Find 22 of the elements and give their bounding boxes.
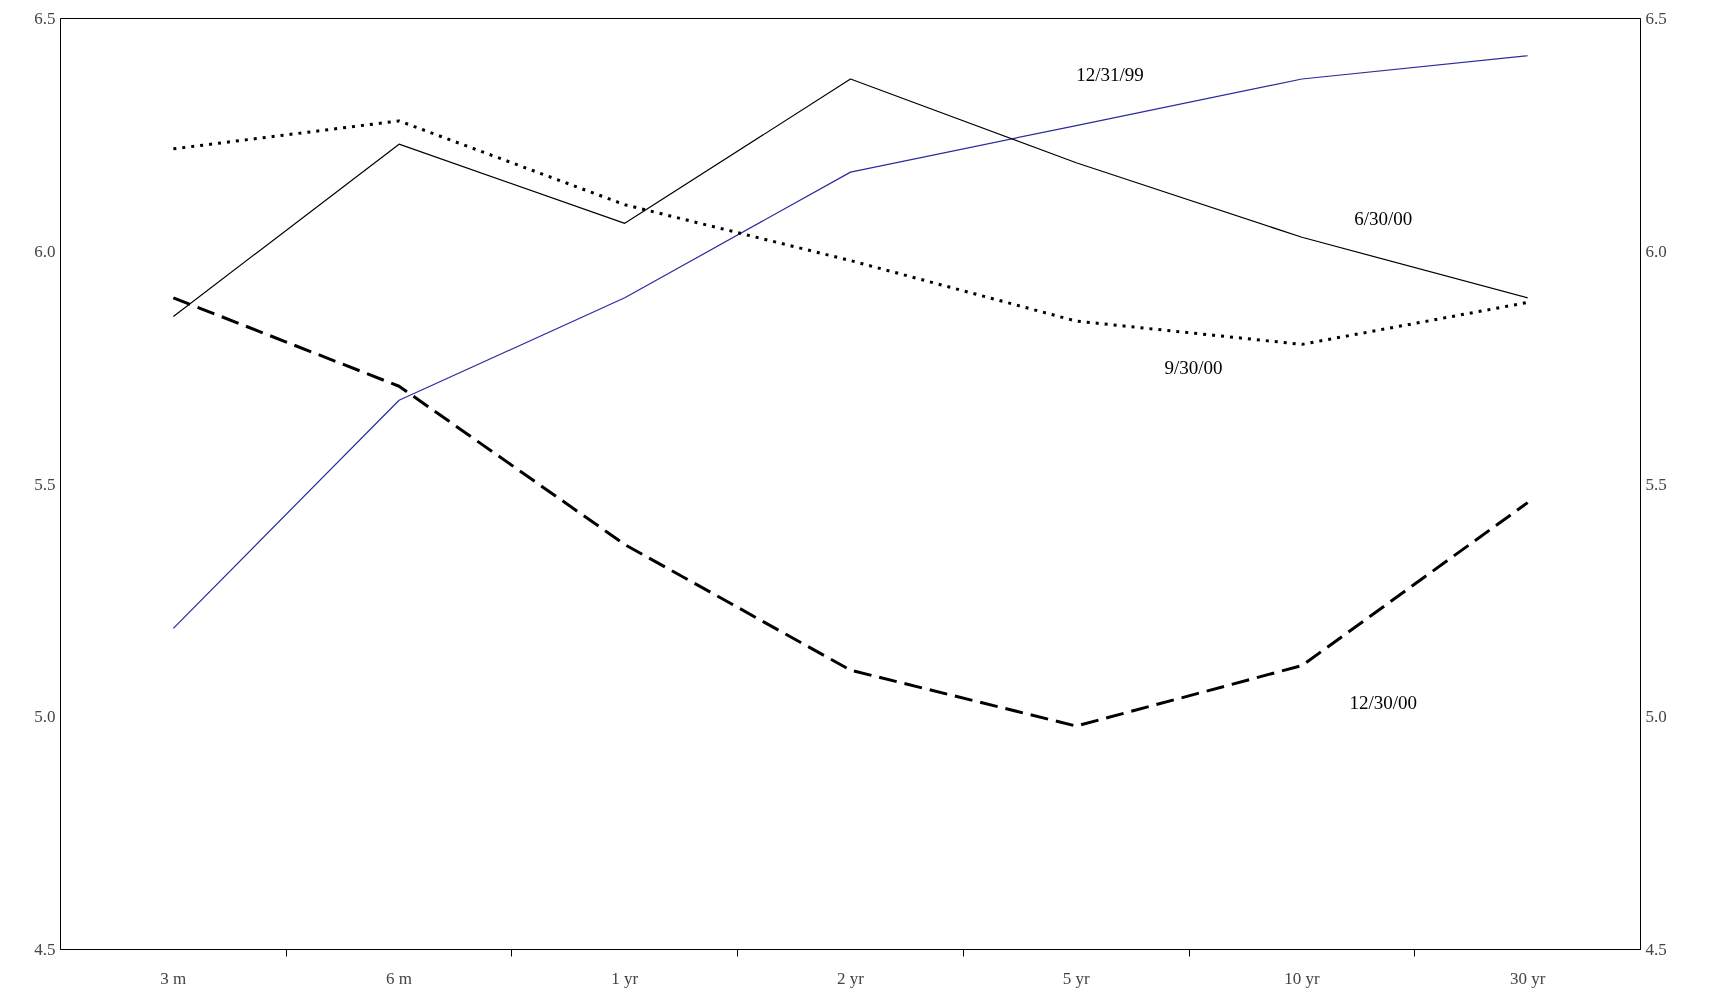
x-tick-label: 30 yr [1509, 968, 1546, 988]
x-tick-label: 3 m [160, 968, 187, 988]
x-tick-label: 6 m [386, 968, 413, 988]
y-tick-label: 5.0 [34, 707, 56, 727]
y2-tick-label: 4.5 [1645, 940, 1667, 959]
series-label: 12/31/99 [1076, 63, 1144, 85]
y-tick-label: 4.5 [34, 940, 56, 959]
series-label: 9/30/00 [1164, 357, 1223, 379]
y2-tick-label: 6.5 [1645, 9, 1667, 28]
y-tick-label: 6.0 [34, 241, 56, 261]
y-tick-label: 5.5 [34, 474, 56, 494]
y2-tick-label: 6.0 [1645, 241, 1667, 261]
series-label: 6/30/00 [1354, 208, 1413, 230]
y2-tick-label: 5.0 [1645, 707, 1667, 727]
line-series [172, 55, 1529, 629]
x-tick-label: 5 yr [1062, 968, 1091, 988]
text: 12/30/00 [1349, 692, 1417, 714]
x-tick-label: 1 yr [611, 968, 639, 988]
x-tick-label: 10 yr [1284, 968, 1320, 988]
x-tick-label: 2 yr [837, 968, 865, 988]
y-tick-label: 6.5 [34, 9, 56, 28]
y2-tick-label: 5.5 [1645, 474, 1667, 494]
